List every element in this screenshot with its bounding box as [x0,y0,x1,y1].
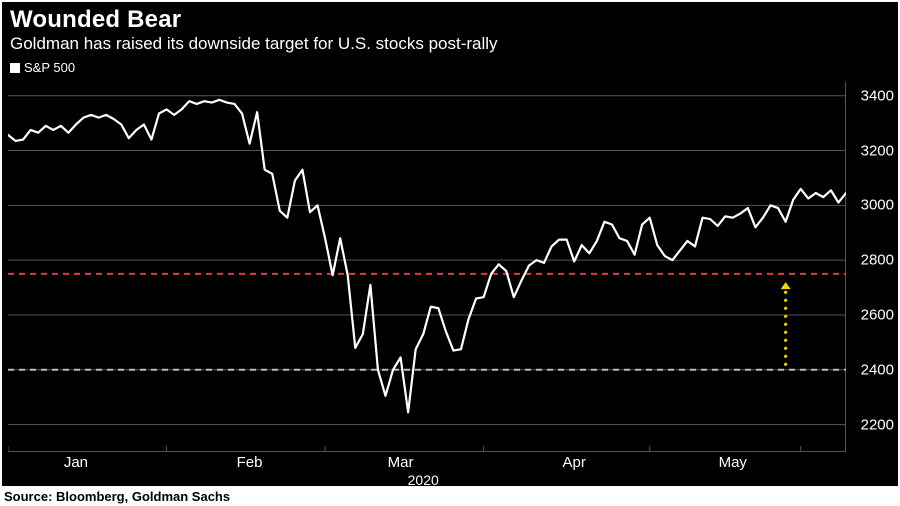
x-tick-label: Mar [388,454,414,471]
chart-subtitle: Goldman has raised its downside target f… [10,34,498,54]
x-tick-label: Apr [563,454,586,471]
y-tick-label: 2200 [848,416,894,433]
plot-svg [8,82,846,452]
y-tick-label: 3400 [848,87,894,104]
y-axis: 2200 2400 2600 2800 3000 3200 3400 [848,82,894,452]
x-tick-label: May [719,454,747,471]
y-tick-label: 2800 [848,252,894,269]
chart-frame: Wounded Bear Goldman has raised its down… [0,0,900,506]
x-tick-label: Feb [237,454,263,471]
source-caption: Source: Bloomberg, Goldman Sachs [4,489,230,504]
legend-swatch [10,63,20,73]
legend-label: S&P 500 [24,60,75,75]
x-axis: JanFebMarAprMay2020 [8,452,846,482]
y-tick-label: 2400 [848,361,894,378]
y-tick-label: 2600 [848,306,894,323]
y-tick-label: 3200 [848,142,894,159]
y-tick-label: 3000 [848,197,894,214]
legend: S&P 500 [10,60,75,75]
x-year-label: 2020 [408,472,439,488]
chart-title: Wounded Bear [10,6,181,34]
x-tick-label: Jan [64,454,88,471]
plot-area [8,82,846,452]
